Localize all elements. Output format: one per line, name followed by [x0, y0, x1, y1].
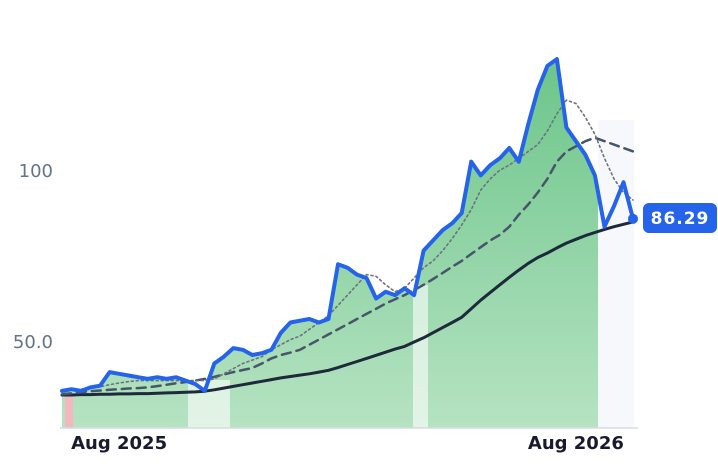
last-value-badge: 86.29	[643, 203, 717, 233]
label-layer: 50.0 100 Aug 2025 Aug 2026	[13, 161, 624, 454]
band	[65, 395, 73, 428]
band	[598, 120, 634, 428]
x-tick-label: Aug 2025	[71, 433, 167, 454]
area-layer	[62, 59, 633, 429]
band	[413, 285, 428, 428]
y-tick-label: 50.0	[13, 332, 53, 353]
series-line	[61, 99, 634, 392]
x-tick-label: Aug 2026	[528, 433, 624, 454]
last-value-label: 86.29	[651, 209, 710, 229]
line-layer	[60, 57, 638, 397]
series-line	[60, 220, 635, 397]
area	[62, 59, 633, 429]
y-tick-label: 100	[19, 161, 53, 182]
series-line	[60, 136, 635, 396]
badge-background	[643, 203, 717, 233]
series-line	[60, 57, 635, 393]
last-point	[628, 213, 638, 224]
background-bands	[65, 120, 634, 428]
